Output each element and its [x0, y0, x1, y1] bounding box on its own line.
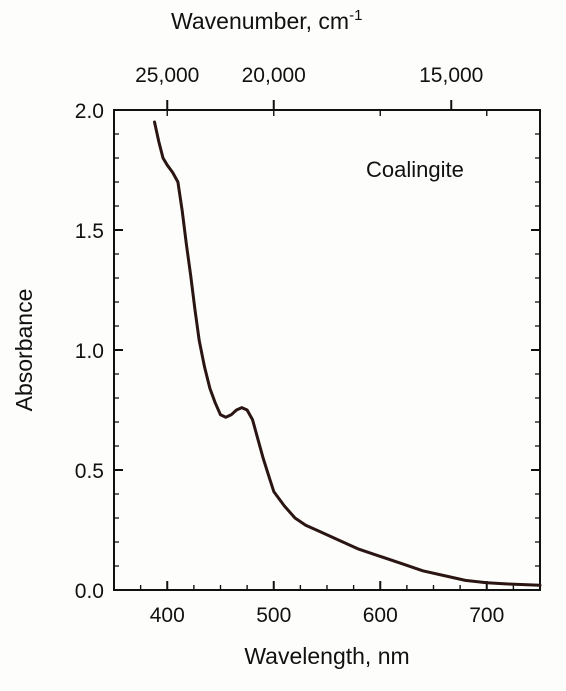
x-axis-title: Wavelength, nm [244, 643, 409, 669]
y-tick-label: 1.5 [75, 220, 104, 243]
y-tick-label: 0.5 [75, 460, 104, 483]
x-tick-label: 400 [150, 604, 185, 627]
x-tick-label: 500 [256, 604, 291, 627]
annotation-coalingite: Coalingite [366, 157, 464, 182]
y-tick-label: 2.0 [75, 100, 104, 123]
tick-marks [113, 100, 541, 591]
top-axis-title-superscript: -1 [349, 7, 362, 24]
top-axis-title: Wavenumber, cm-1 [171, 7, 362, 34]
tick-labels: 400 500 600 700 0.0 0.5 1.0 1.5 2.0 25,000 20,000 1… [75, 64, 504, 627]
y-tick-label: 0.0 [75, 580, 104, 603]
y-tick-label: 1.0 [75, 340, 104, 363]
absorbance-curve [153, 120, 542, 587]
y-axis-title: Absorbance [11, 289, 37, 412]
x2-tick-label: 25,000 [135, 64, 199, 87]
top-axis-title-text: Wavenumber, cm [171, 8, 349, 34]
x-tick-label: 600 [363, 604, 398, 627]
x2-tick-label: 15,000 [419, 64, 483, 87]
x-tick-label: 700 [469, 604, 504, 627]
x2-tick-label: 20,000 [242, 64, 306, 87]
